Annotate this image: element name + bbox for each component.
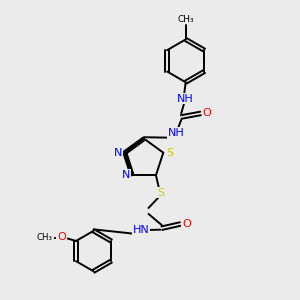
Text: HN: HN (133, 225, 149, 235)
Text: N: N (114, 148, 122, 158)
Text: S: S (157, 188, 164, 197)
Text: O: O (57, 232, 66, 242)
Text: O: O (203, 108, 212, 118)
Text: NH: NH (167, 128, 184, 138)
Text: NH: NH (176, 94, 193, 103)
Text: O: O (182, 219, 190, 229)
Text: N: N (122, 170, 130, 180)
Text: CH₃: CH₃ (177, 15, 194, 24)
Text: CH₃: CH₃ (37, 233, 53, 242)
Text: S: S (166, 148, 173, 158)
